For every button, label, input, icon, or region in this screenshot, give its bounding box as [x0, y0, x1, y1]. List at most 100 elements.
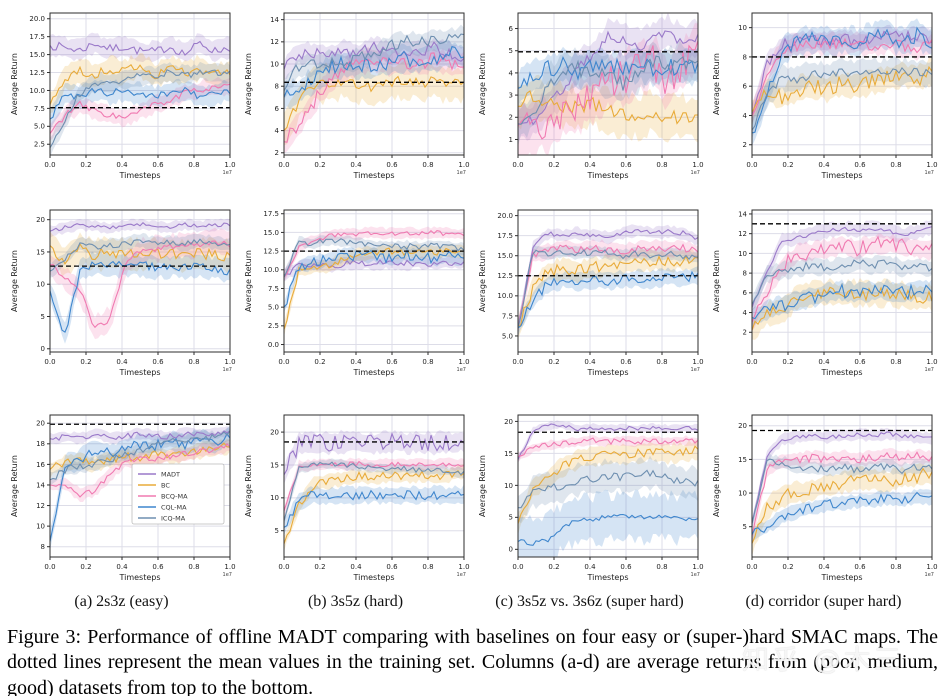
- chart-medium-corridor: 2 4 6 8 10 12 14 0.0 0.2 0.4 0.6 0.8 1.0 1e7 Timesteps…: [708, 202, 940, 386]
- svg-text:0.0: 0.0: [278, 161, 289, 169]
- svg-text:0: 0: [40, 345, 44, 353]
- svg-text:2.5: 2.5: [33, 141, 44, 149]
- svg-text:Average Return: Average Return: [712, 455, 721, 517]
- svg-text:8: 8: [742, 53, 746, 61]
- svg-text:15: 15: [270, 461, 279, 469]
- svg-text:1.0: 1.0: [224, 563, 235, 571]
- svg-text:20: 20: [270, 428, 279, 436]
- svg-text:0.0: 0.0: [512, 161, 523, 169]
- chart-medium-3s5z-vs-3s6z: 5.0 7.5 10.0 12.5 15.0 17.5 20.0 0.0 0.2 0.4 0.6 0.…: [474, 202, 706, 386]
- svg-text:4: 4: [508, 69, 513, 77]
- svg-text:Average Return: Average Return: [478, 250, 487, 312]
- svg-text:0.4: 0.4: [116, 161, 128, 169]
- svg-text:14: 14: [270, 16, 279, 24]
- svg-text:0.2: 0.2: [548, 358, 559, 366]
- svg-text:12.5: 12.5: [263, 248, 279, 256]
- svg-text:4: 4: [742, 112, 747, 120]
- svg-text:Timesteps: Timesteps: [586, 368, 628, 377]
- svg-text:0.8: 0.8: [188, 161, 199, 169]
- svg-text:1.0: 1.0: [458, 563, 469, 571]
- subcaption-d: (d) corridor (super hard): [745, 593, 902, 610]
- svg-text:0.6: 0.6: [386, 161, 398, 169]
- svg-text:0.6: 0.6: [152, 358, 164, 366]
- svg-text:0.2: 0.2: [80, 161, 91, 169]
- svg-text:10.0: 10.0: [263, 266, 279, 274]
- svg-text:1e7: 1e7: [924, 170, 933, 176]
- svg-text:18: 18: [36, 440, 45, 448]
- svg-text:10: 10: [738, 489, 747, 497]
- svg-text:1.0: 1.0: [692, 161, 703, 169]
- svg-text:1.0: 1.0: [926, 358, 937, 366]
- svg-text:15: 15: [504, 450, 513, 458]
- svg-text:14: 14: [738, 210, 747, 218]
- chart-good-3s5z-vs-3s6z: 0 5 10 15 20 0.0 0.2 0.4 0.6 0.8 1.0 1e7 Timesteps Av…: [474, 407, 706, 591]
- svg-text:0.4: 0.4: [116, 563, 128, 571]
- svg-text:10.0: 10.0: [497, 292, 513, 300]
- svg-text:0.2: 0.2: [314, 161, 325, 169]
- svg-text:0.6: 0.6: [854, 358, 866, 366]
- svg-text:Timesteps: Timesteps: [820, 368, 862, 377]
- svg-text:2: 2: [508, 114, 512, 122]
- svg-text:0.2: 0.2: [782, 358, 793, 366]
- svg-text:1.0: 1.0: [926, 161, 937, 169]
- line-chart-svg-2s3z-poor: 2.5 5.0 7.5 10.0 12.5 15.0 17.5 20.0 0.0 0.2 0.4 0.…: [10, 12, 235, 180]
- svg-text:1e7: 1e7: [924, 367, 933, 373]
- chart-poor-3s5z-vs-3s6z: 1 2 3 4 5 6 0.0 0.2 0.4 0.6 0.8 1.0 1e7 Timesteps Aver…: [474, 5, 706, 189]
- svg-text:0.0: 0.0: [267, 341, 278, 349]
- svg-text:0.6: 0.6: [854, 161, 866, 169]
- svg-text:0.4: 0.4: [350, 358, 362, 366]
- svg-text:5.0: 5.0: [33, 123, 44, 131]
- svg-text:0.6: 0.6: [386, 358, 398, 366]
- svg-text:6: 6: [742, 83, 747, 91]
- svg-text:0.2: 0.2: [80, 358, 91, 366]
- figure-caption: Figure 3: Performance of offline MADT co…: [7, 626, 938, 696]
- svg-text:1e7: 1e7: [456, 572, 465, 578]
- svg-text:1e7: 1e7: [456, 367, 465, 373]
- svg-text:Average Return: Average Return: [10, 455, 19, 517]
- svg-text:0: 0: [508, 546, 512, 554]
- svg-text:20.0: 20.0: [29, 15, 45, 23]
- svg-text:17.5: 17.5: [497, 232, 513, 240]
- svg-text:Average Return: Average Return: [712, 53, 721, 115]
- svg-text:2: 2: [742, 141, 746, 149]
- svg-text:0.0: 0.0: [746, 358, 757, 366]
- svg-text:Timesteps: Timesteps: [352, 368, 394, 377]
- svg-text:1e7: 1e7: [222, 170, 231, 176]
- svg-text:16: 16: [36, 461, 45, 469]
- svg-text:15.0: 15.0: [29, 51, 45, 59]
- line-chart-svg-3s5z-vs-3s6z-medium: 5.0 7.5 10.0 12.5 15.0 17.5 20.0 0.0 0.2 0.4 0.6 0.…: [478, 209, 703, 377]
- svg-text:5.0: 5.0: [501, 332, 512, 340]
- svg-text:0.0: 0.0: [746, 563, 757, 571]
- svg-text:1e7: 1e7: [690, 367, 699, 373]
- svg-text:CQL-MA: CQL-MA: [161, 503, 187, 511]
- subcaption-row: (a) 2s3z (easy) (b) 3s5z (hard) (c) 3s5z…: [0, 593, 945, 611]
- svg-text:Timesteps: Timesteps: [118, 573, 160, 582]
- svg-text:0.6: 0.6: [386, 563, 398, 571]
- svg-text:1: 1: [508, 136, 512, 144]
- svg-text:12.5: 12.5: [29, 69, 45, 77]
- svg-text:MADT: MADT: [161, 470, 180, 478]
- svg-text:0.6: 0.6: [620, 358, 632, 366]
- svg-text:0.0: 0.0: [512, 563, 523, 571]
- svg-text:0.8: 0.8: [656, 161, 667, 169]
- svg-text:Average Return: Average Return: [478, 53, 487, 115]
- subcaption-a: (a) 2s3z (easy): [74, 593, 169, 610]
- svg-text:5: 5: [508, 514, 512, 522]
- svg-text:10: 10: [270, 60, 279, 68]
- svg-text:1.0: 1.0: [458, 358, 469, 366]
- svg-text:3: 3: [508, 91, 512, 99]
- svg-text:20: 20: [36, 216, 45, 224]
- svg-text:20: 20: [738, 422, 747, 430]
- svg-text:0.8: 0.8: [890, 563, 901, 571]
- svg-text:0.4: 0.4: [350, 563, 362, 571]
- svg-text:10: 10: [504, 482, 513, 490]
- svg-text:0.6: 0.6: [854, 563, 866, 571]
- svg-text:Average Return: Average Return: [712, 250, 721, 312]
- svg-text:0.4: 0.4: [350, 161, 362, 169]
- svg-text:Average Return: Average Return: [478, 455, 487, 517]
- chart-poor-2s3z: 2.5 5.0 7.5 10.0 12.5 15.0 17.5 20.0 0.0 0.2 0.4 0.…: [6, 5, 238, 189]
- svg-text:6: 6: [274, 105, 279, 113]
